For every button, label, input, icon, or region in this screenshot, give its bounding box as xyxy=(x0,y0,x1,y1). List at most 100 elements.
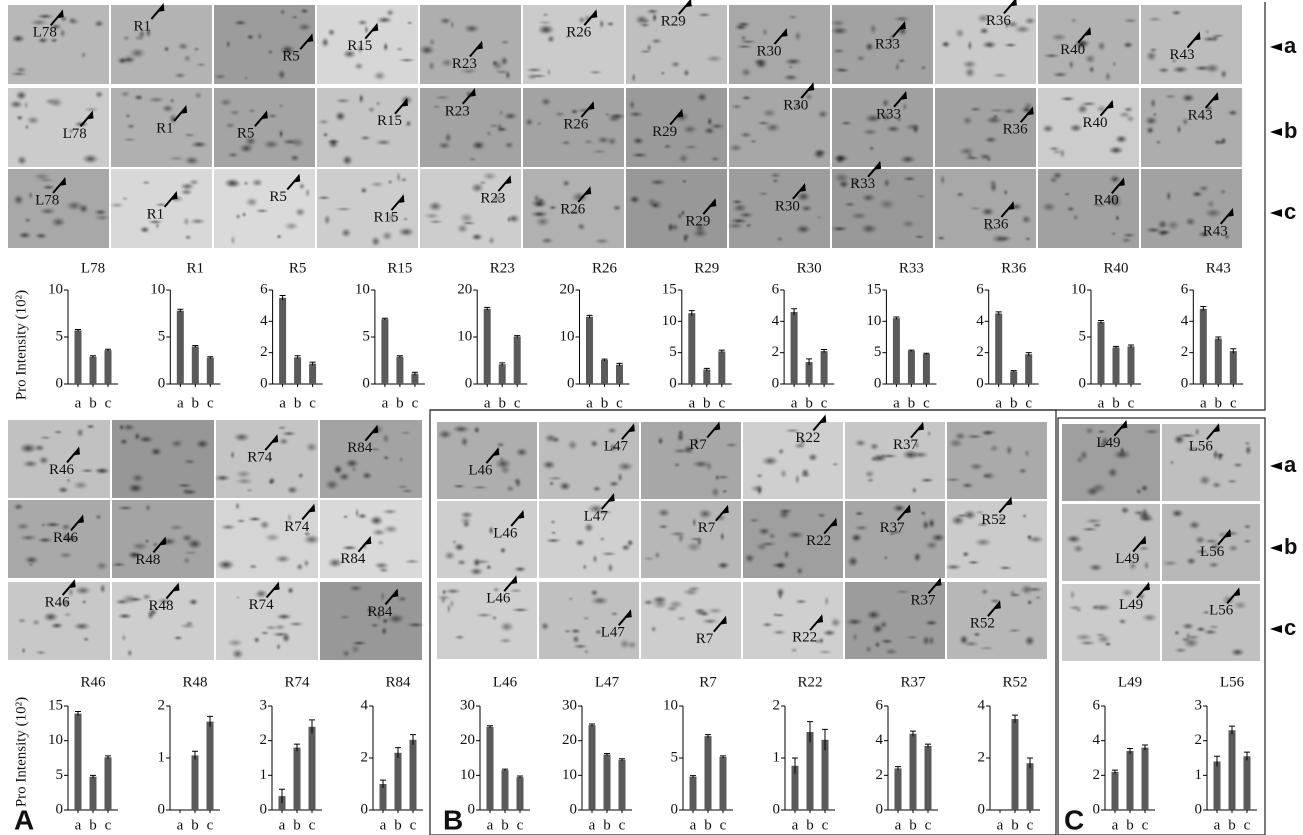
gel-spot xyxy=(264,533,281,542)
gel-spot xyxy=(1181,117,1189,126)
gel-spot xyxy=(795,224,812,234)
gel-spot xyxy=(967,560,980,565)
gel-spot xyxy=(682,233,689,243)
gel-image xyxy=(626,169,727,248)
gel-spot xyxy=(920,65,927,71)
y-tick-label: 10 xyxy=(355,281,370,297)
gel-spot xyxy=(236,519,246,523)
gel-image xyxy=(111,5,212,84)
gel-spot xyxy=(667,599,684,609)
gel-spot xyxy=(1227,109,1239,116)
x-tick-label: a xyxy=(177,395,184,411)
gel-spot xyxy=(305,442,318,453)
gel-spot xyxy=(1035,595,1042,600)
spot-label: R37 xyxy=(893,437,919,453)
gel-spot xyxy=(119,438,129,445)
error-bar xyxy=(821,349,828,353)
gel-spot xyxy=(542,460,556,470)
gel-spot xyxy=(369,181,385,188)
gel-spot xyxy=(429,38,436,47)
gel-spot xyxy=(327,557,343,568)
gel-spot xyxy=(984,136,998,144)
gel-spot xyxy=(427,60,436,72)
gel-spot xyxy=(427,200,443,212)
gel-spot xyxy=(592,485,602,492)
gel-spot xyxy=(16,155,28,166)
chart-title: R15 xyxy=(387,260,412,276)
gel-spot xyxy=(663,144,672,149)
spot-label: R36 xyxy=(1003,122,1029,138)
spot-label: R1 xyxy=(133,18,151,34)
arrow-head xyxy=(72,446,80,456)
error-bar xyxy=(514,335,521,338)
spot-label: R22 xyxy=(792,630,817,646)
gel-spot xyxy=(342,514,349,519)
y-tick-label: 10 xyxy=(662,313,677,329)
gel-spot xyxy=(183,156,200,166)
error-bar xyxy=(1098,320,1104,324)
y-tick-label: 2 xyxy=(260,344,268,360)
gel-spot xyxy=(449,598,455,609)
bar xyxy=(1112,347,1120,384)
gel-spot xyxy=(1227,544,1239,552)
spot-label: R23 xyxy=(452,56,477,72)
error-bar xyxy=(910,730,916,737)
x-tick-label: c xyxy=(616,395,623,411)
gel-spot xyxy=(300,8,309,14)
gel-image xyxy=(743,501,843,578)
spot-label: R46 xyxy=(49,462,75,478)
arrow-head xyxy=(1212,423,1220,433)
gel-spot xyxy=(117,505,134,511)
y-tick-label: 1 xyxy=(260,767,268,783)
gel-spot xyxy=(1204,63,1221,74)
gel-spot xyxy=(682,588,700,596)
gel-spot xyxy=(832,48,845,54)
gel-spot xyxy=(561,140,571,146)
gel-spot xyxy=(804,93,814,101)
spot-label: R30 xyxy=(783,98,808,114)
gel-spot xyxy=(194,91,203,100)
bar xyxy=(176,310,184,384)
gel-spot xyxy=(981,430,994,436)
x-tick-label: a xyxy=(1200,395,1207,411)
gel-spot xyxy=(533,201,545,208)
spot-label: R26 xyxy=(566,25,592,41)
arrow-head xyxy=(900,90,908,100)
y-tick-label: 10 xyxy=(560,328,575,344)
x-tick-label: a xyxy=(690,817,697,833)
gel-spot xyxy=(156,597,173,605)
y-tick-label: 5 xyxy=(56,328,64,344)
gel-image xyxy=(523,88,624,167)
gel-spot xyxy=(297,23,312,32)
y-tick-label: 6 xyxy=(1093,697,1101,713)
spot-label: R43 xyxy=(1203,223,1228,239)
gel-spot xyxy=(482,171,498,181)
gel-spot xyxy=(1091,203,1108,208)
gel-spot xyxy=(396,484,409,489)
gel-spot xyxy=(1085,486,1100,497)
gel-image xyxy=(420,88,521,167)
gel-spot xyxy=(111,562,126,567)
bar xyxy=(206,357,214,384)
bar xyxy=(1011,719,1019,810)
gel-spot xyxy=(30,19,48,26)
gel-spot xyxy=(927,635,935,646)
gel-spot xyxy=(650,625,657,633)
gel-spot xyxy=(375,101,381,106)
gel-spot xyxy=(1108,199,1123,208)
bar xyxy=(516,777,524,810)
row-arrow xyxy=(1270,462,1282,470)
gel-spot xyxy=(382,433,390,444)
gel-spot xyxy=(1118,618,1127,625)
arrow-head xyxy=(510,575,518,585)
gel-spot xyxy=(1226,479,1238,484)
gel-spot xyxy=(591,149,607,154)
gel-spot xyxy=(547,476,564,481)
x-tick-label: c xyxy=(1244,817,1251,833)
gel-spot xyxy=(122,423,136,432)
gel-spot xyxy=(298,182,306,190)
gel-spot xyxy=(488,124,500,128)
gel-spot xyxy=(404,559,420,564)
error-bar xyxy=(1214,755,1220,767)
bar xyxy=(586,316,593,384)
